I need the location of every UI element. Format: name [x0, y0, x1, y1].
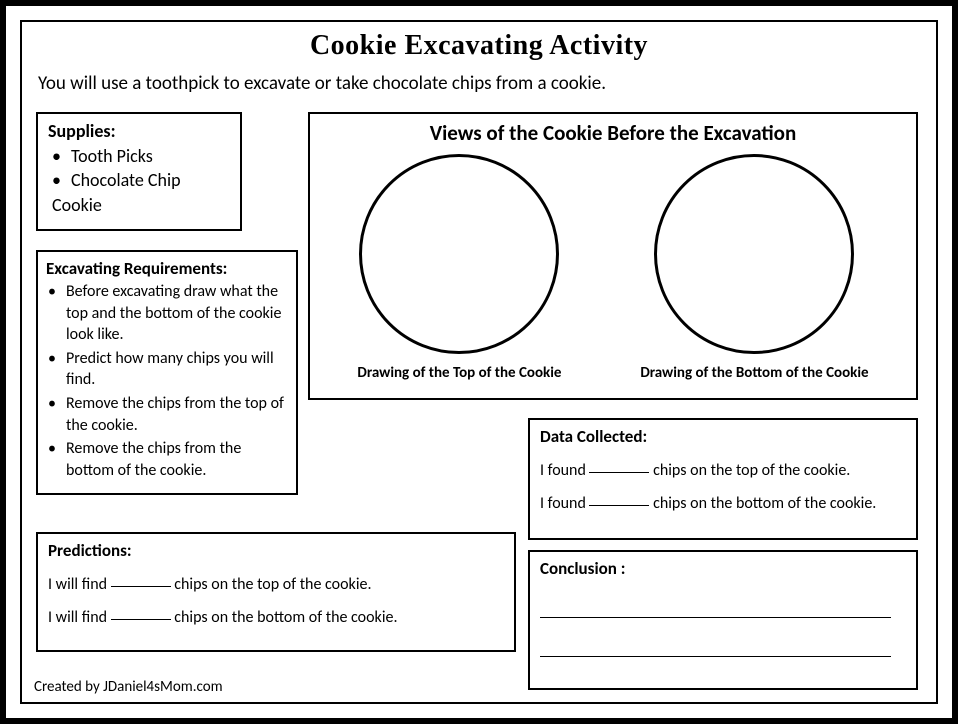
- req-text: Remove the chips from the top of the coo…: [66, 393, 288, 436]
- text-fragment: I will find: [48, 575, 111, 594]
- top-cookie-wrap: Drawing of the Top of the Cookie: [357, 154, 561, 382]
- text-fragment: chips on the top of the cookie.: [649, 461, 850, 480]
- top-cookie-label: Drawing of the Top of the Cookie: [357, 364, 561, 382]
- supplies-box: Supplies: Tooth Picks Chocolate Chip Coo…: [36, 112, 242, 231]
- list-item: Remove the chips from the top of the coo…: [48, 393, 288, 438]
- list-item: Remove the chips from the bottom of the …: [48, 438, 288, 483]
- req-text: Before excavating draw what the top and …: [66, 281, 288, 346]
- requirements-heading: Excavating Requirements:: [46, 258, 288, 279]
- list-item: Before excavating draw what the top and …: [48, 281, 288, 348]
- text-fragment: I found: [540, 494, 589, 513]
- circles-row: Drawing of the Top of the Cookie Drawing…: [318, 154, 908, 382]
- conclusion-heading: Conclusion :: [540, 558, 906, 579]
- predictions-box: Predictions: I will find chips on the to…: [36, 532, 516, 652]
- prediction-line-2: I will find chips on the bottom of the c…: [48, 608, 504, 627]
- worksheet-outer-frame: Cookie Excavating Activity You will use …: [0, 0, 958, 724]
- credit-text: Created by JDaniel4sMom.com: [34, 678, 223, 696]
- intro-text: You will use a toothpick to excavate or …: [22, 62, 936, 95]
- list-item: Chocolate Chip Cookie: [52, 168, 230, 217]
- text-fragment: chips on the top of the cookie.: [171, 575, 372, 594]
- requirements-box: Excavating Requirements: Before excavati…: [36, 250, 298, 495]
- fill-blank[interactable]: [111, 586, 171, 587]
- conclusion-box: Conclusion :: [528, 550, 918, 690]
- top-cookie-circle: [359, 154, 559, 354]
- prediction-line-1: I will find chips on the top of the cook…: [48, 575, 504, 594]
- data-heading: Data Collected:: [540, 426, 906, 447]
- text-fragment: chips on the bottom of the cookie.: [171, 608, 398, 627]
- fill-blank[interactable]: [111, 619, 171, 620]
- conclusion-line-1[interactable]: [540, 617, 891, 618]
- bottom-cookie-wrap: Drawing of the Bottom of the Cookie: [640, 154, 868, 382]
- data-collected-box: Data Collected: I found chips on the top…: [528, 418, 918, 540]
- requirements-list: Before excavating draw what the top and …: [46, 281, 288, 483]
- worksheet-inner-frame: Cookie Excavating Activity You will use …: [20, 20, 938, 704]
- bottom-cookie-label: Drawing of the Bottom of the Cookie: [640, 364, 868, 382]
- text-fragment: I will find: [48, 608, 111, 627]
- fill-blank[interactable]: [589, 472, 649, 473]
- list-item: Tooth Picks: [52, 144, 230, 168]
- supplies-list: Tooth Picks Chocolate Chip Cookie: [48, 144, 230, 217]
- views-box: Views of the Cookie Before the Excavatio…: [308, 112, 918, 400]
- text-fragment: chips on the bottom of the cookie.: [649, 494, 876, 513]
- req-text: Remove the chips from the bottom of the …: [66, 438, 288, 481]
- fill-blank[interactable]: [589, 505, 649, 506]
- supplies-heading: Supplies:: [48, 120, 230, 142]
- predictions-heading: Predictions:: [48, 540, 504, 561]
- views-heading: Views of the Cookie Before the Excavatio…: [318, 120, 908, 146]
- data-line-1: I found chips on the top of the cookie.: [540, 461, 906, 480]
- conclusion-line-2[interactable]: [540, 656, 891, 657]
- list-item: Predict how many chips you will find.: [48, 348, 288, 393]
- bottom-cookie-circle: [654, 154, 854, 354]
- text-fragment: I found: [540, 461, 589, 480]
- data-line-2: I found chips on the bottom of the cooki…: [540, 494, 906, 513]
- req-text: Predict how many chips you will find.: [66, 348, 288, 391]
- page-title: Cookie Excavating Activity: [22, 22, 936, 62]
